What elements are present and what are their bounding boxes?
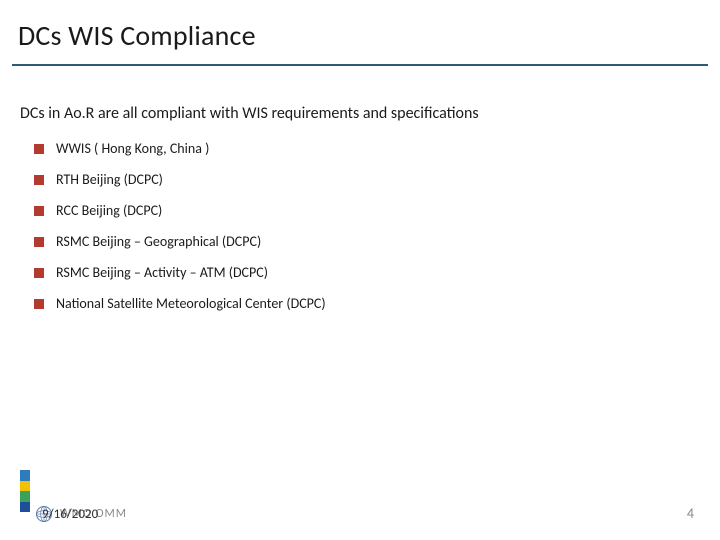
- list-item: RSMC Beijing – Geographical (DCPC): [34, 233, 684, 250]
- item-text: RTH Beijing (DCPC): [56, 171, 163, 188]
- bullet-icon: [34, 175, 44, 185]
- strip-segment: [20, 502, 30, 513]
- item-text: RSMC Beijing – Activity – ATM (DCPC): [56, 264, 268, 281]
- item-text: RSMC Beijing – Geographical (DCPC): [56, 233, 261, 250]
- item-text: WWIS ( Hong Kong, China ): [56, 140, 209, 157]
- item-text: RCC Beijing (DCPC): [56, 202, 162, 219]
- list-item: RSMC Beijing – Activity – ATM (DCPC): [34, 264, 684, 281]
- strip-segment: [20, 481, 30, 492]
- footer-date: 9/16/2020: [42, 507, 98, 522]
- bullet-icon: [34, 299, 44, 309]
- bullet-icon: [34, 268, 44, 278]
- item-text: National Satellite Meteorological Center…: [56, 295, 326, 312]
- strip-segment: [20, 470, 30, 481]
- strip-segment: [20, 491, 30, 502]
- bullet-icon: [34, 206, 44, 216]
- list-item: RTH Beijing (DCPC): [34, 171, 684, 188]
- bullet-icon: [34, 144, 44, 154]
- slide-title: DCs WIS Compliance: [18, 18, 256, 53]
- list-item: National Satellite Meteorological Center…: [34, 295, 684, 312]
- slide-subtitle: DCs in Ao.R are all compliant with WIS r…: [20, 104, 479, 123]
- brand-color-strip: [20, 470, 30, 512]
- page-number: 4: [687, 505, 694, 522]
- list-item: WWIS ( Hong Kong, China ): [34, 140, 684, 157]
- list-item: RCC Beijing (DCPC): [34, 202, 684, 219]
- title-divider: [12, 64, 708, 66]
- bullet-icon: [34, 237, 44, 247]
- slide: DCs WIS Compliance DCs in Ao.R are all c…: [0, 0, 720, 540]
- bullet-list: WWIS ( Hong Kong, China ) RTH Beijing (D…: [34, 140, 684, 326]
